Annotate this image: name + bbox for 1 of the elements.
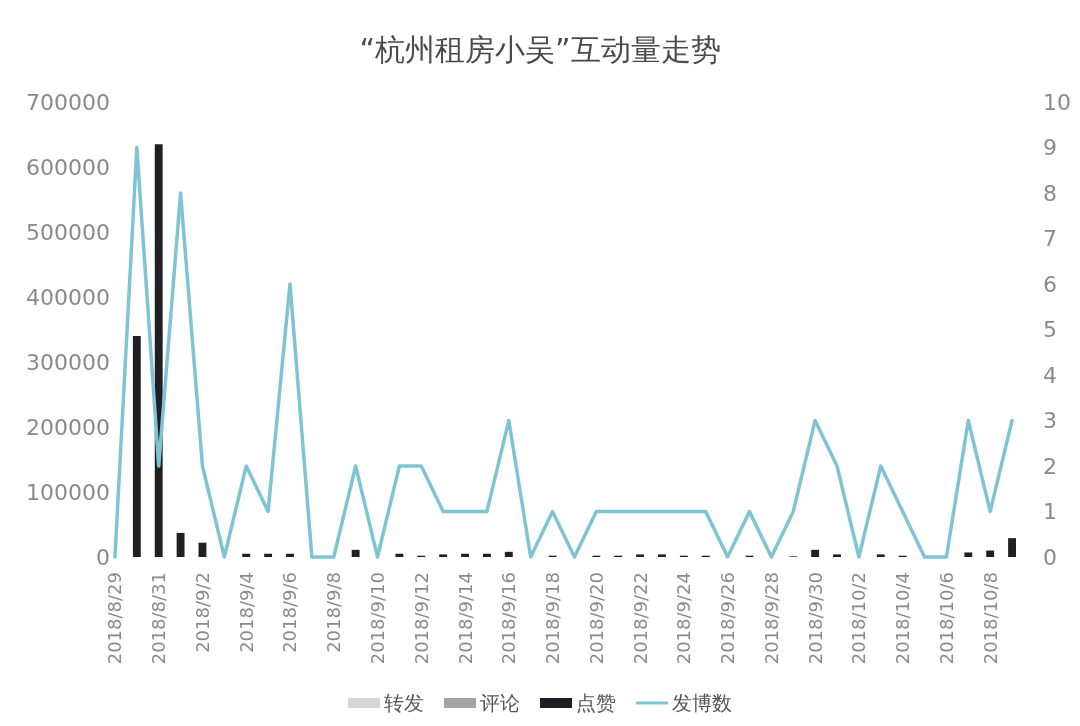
title: “杭州租房小吴”互动量走势 xyxy=(359,32,721,67)
